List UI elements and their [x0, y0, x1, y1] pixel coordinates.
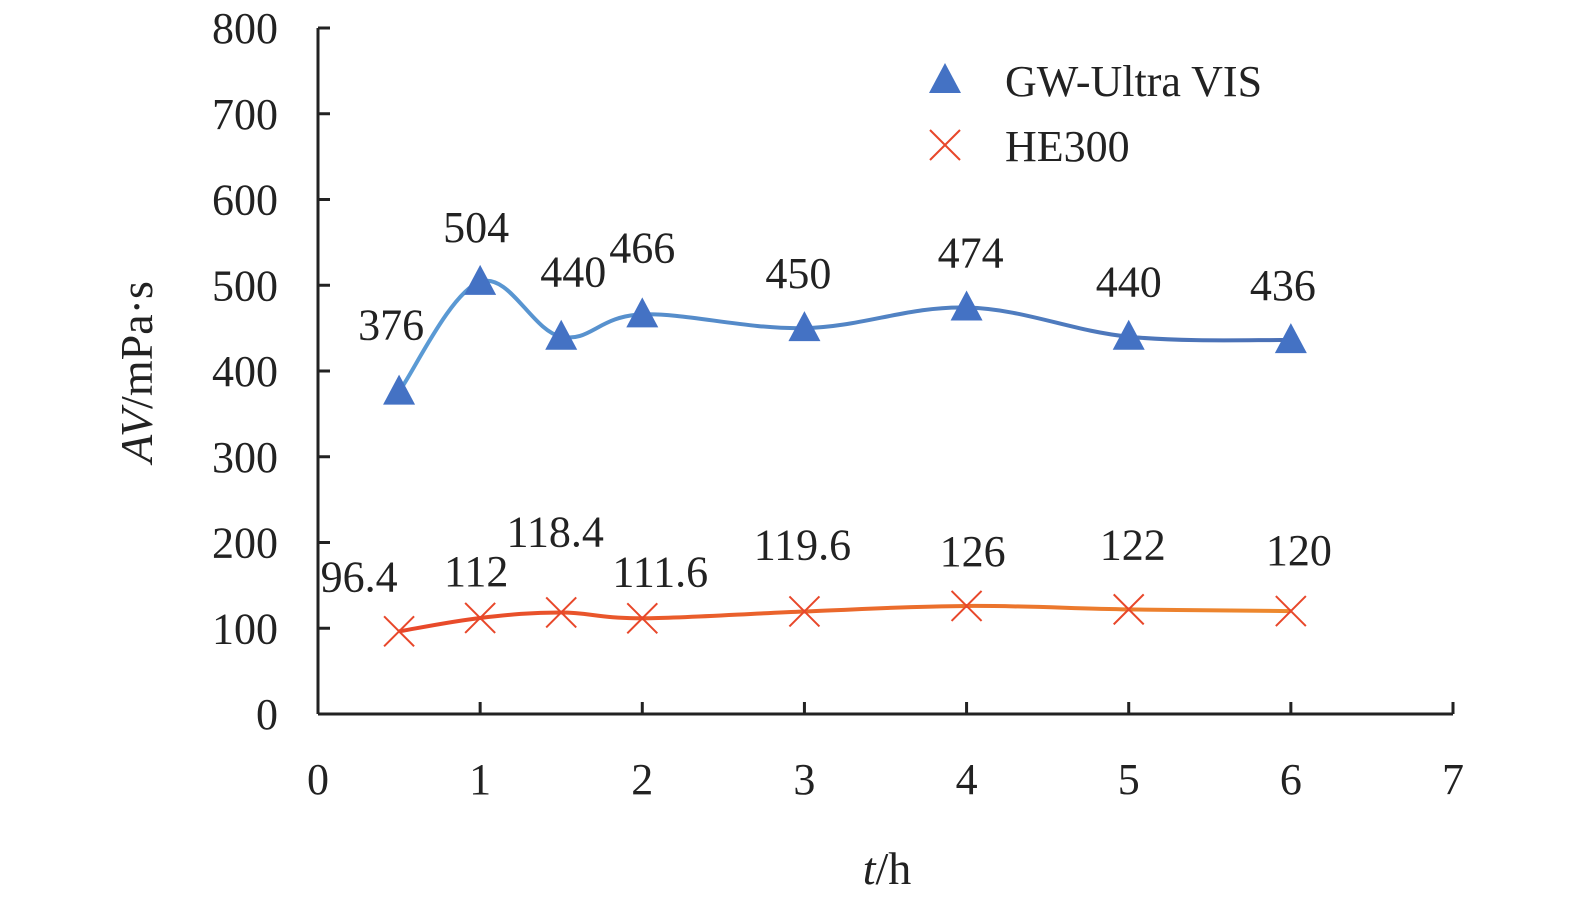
axes: 0 1 2 3 4 5 6 7 0 100 200 300 400 500 600 700 800: [212, 4, 1464, 804]
y-tick-label: 0: [256, 690, 278, 739]
data-label-gw-ultra-vis: 376: [358, 301, 424, 350]
y-axis-title-unit: /mPa·s: [111, 281, 162, 409]
x-tick-label: 7: [1442, 755, 1464, 804]
x-tick-label: 5: [1118, 755, 1140, 804]
data-label-he300: 111.6: [612, 547, 708, 596]
data-label-gw-ultra-vis: 504: [443, 203, 509, 252]
data-label-gw-ultra-vis: 440: [540, 248, 606, 297]
x-tick-label: 1: [469, 755, 491, 804]
x-tick-label: 4: [956, 755, 978, 804]
y-tick-label: 800: [212, 4, 278, 53]
data-point-gw-ultra-vis: [1112, 319, 1145, 350]
data-point-he300: [788, 595, 821, 628]
data-label-he300: 96.4: [321, 552, 398, 601]
data-label-gw-ultra-vis: 450: [765, 249, 831, 298]
data-label-he300: 126: [940, 527, 1006, 576]
series-line-gw-ultra-vis: [397, 278, 1291, 393]
data-point-he300: [383, 615, 415, 648]
x-axis-title-unit: /h: [876, 843, 912, 894]
y-tick-label: 700: [212, 90, 278, 139]
data-label-he300: 119.6: [754, 520, 851, 569]
x-tick-label: 3: [793, 755, 815, 804]
x-tick-label: 6: [1280, 755, 1302, 804]
series-line-he300: [398, 603, 1291, 634]
data-label-he300: 120: [1266, 526, 1332, 575]
series-layer: [383, 264, 1307, 648]
y-tick-label: 300: [212, 433, 278, 482]
x-axis-title-var: t: [863, 843, 877, 894]
legend-label-gw-ultra-vis: GW-Ultra VIS: [1005, 57, 1262, 106]
legend-label-he300: HE300: [1005, 122, 1130, 171]
data-label-gw-ultra-vis: 440: [1096, 258, 1162, 307]
data-point-he300: [545, 596, 577, 629]
legend: GW-Ultra VIS HE300: [905, 57, 1262, 171]
data-point-gw-ultra-vis: [464, 264, 497, 295]
data-label-he300: 122: [1100, 520, 1166, 569]
x-axis-title: t/h: [863, 843, 912, 894]
data-point-he300: [1113, 593, 1145, 626]
legend-x-icon: [929, 129, 961, 161]
data-point-gw-ultra-vis: [626, 297, 659, 328]
data-label-gw-ultra-vis: 474: [938, 229, 1004, 278]
data-point-he300: [626, 602, 658, 635]
y-axis-title: AV/mPa·s: [111, 281, 162, 466]
data-label-he300: 118.4: [507, 507, 604, 556]
data-point-gw-ultra-vis: [788, 311, 821, 342]
data-point-gw-ultra-vis: [950, 290, 983, 321]
x-tick-label: 2: [631, 755, 653, 804]
y-axis-title-var: AV: [111, 404, 162, 466]
y-tick-label: 100: [212, 604, 278, 653]
y-tick-label: 200: [212, 519, 278, 568]
data-label-he300: 112: [444, 547, 508, 596]
legend-triangle-icon: [929, 63, 961, 93]
data-point-gw-ultra-vis: [383, 374, 416, 405]
data-label-gw-ultra-vis: 466: [609, 223, 675, 272]
y-tick-label: 500: [212, 261, 278, 310]
data-point-he300: [464, 602, 496, 634]
y-tick-label: 400: [212, 347, 278, 396]
data-point-gw-ultra-vis: [1274, 323, 1307, 354]
data-label-gw-ultra-vis: 436: [1250, 261, 1316, 310]
x-tick-label: 0: [307, 755, 329, 804]
data-point-gw-ultra-vis: [545, 319, 578, 350]
y-tick-label: 600: [212, 176, 278, 225]
data-point-he300: [1275, 595, 1307, 627]
data-point-he300: [950, 590, 983, 622]
